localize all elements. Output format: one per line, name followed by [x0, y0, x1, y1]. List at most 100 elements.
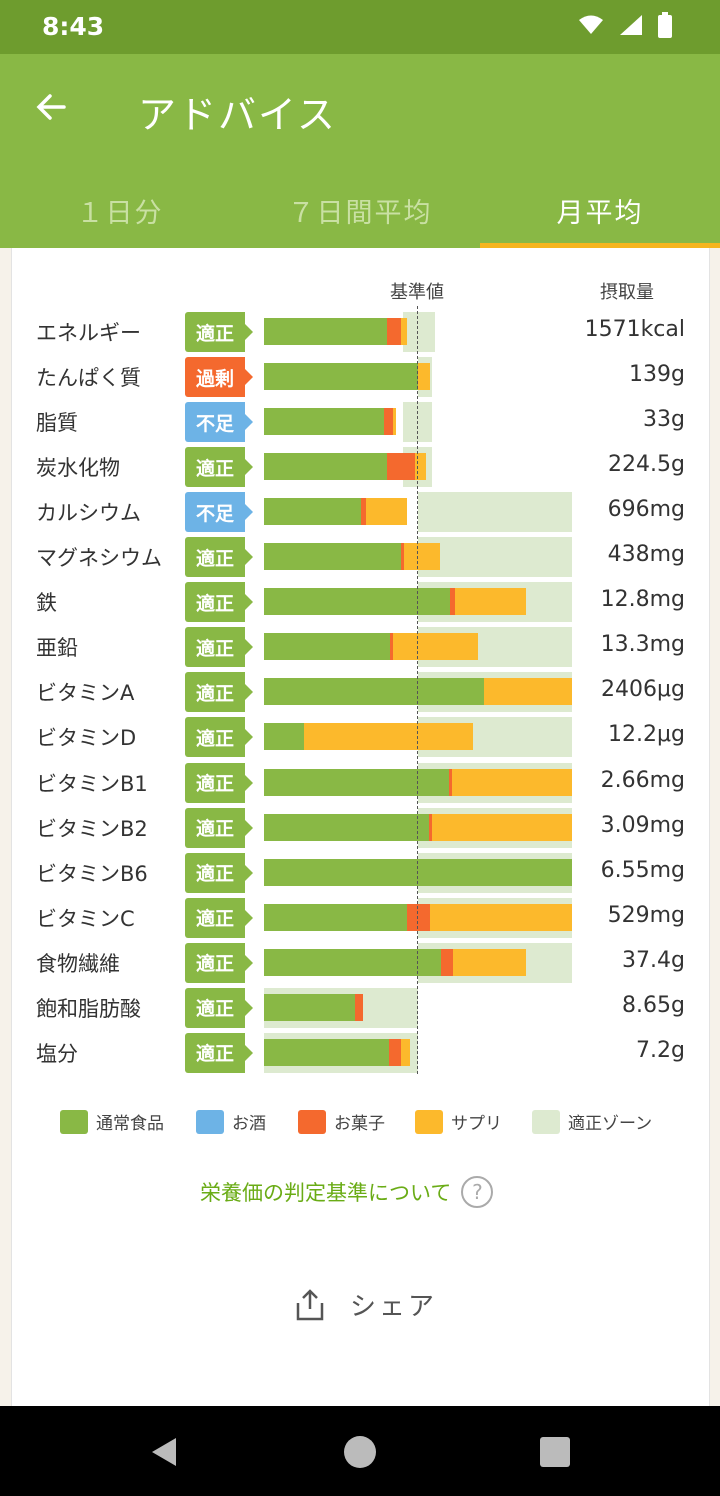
bar-segment-sweets	[354, 993, 363, 1021]
bar-segment-food	[264, 948, 442, 976]
bar-segment-food	[264, 498, 362, 526]
status-badge: 適正	[185, 627, 253, 668]
legend-label: お酒	[232, 1114, 266, 1134]
legend-label: 適正ゾーン	[568, 1114, 653, 1134]
period-tabs: １日分 ７日間平均 月平均	[0, 172, 720, 248]
nutrient-row: エネルギー 適正 1571kcal	[0, 310, 720, 354]
bar-segment-food	[264, 633, 391, 661]
legend-item: サプリ	[415, 1109, 502, 1134]
intake-value: 7.2g	[636, 1037, 685, 1063]
back-arrow-icon[interactable]	[30, 82, 80, 132]
optimal-zone	[402, 312, 435, 352]
legend-item: 通常食品	[60, 1109, 164, 1134]
nutrient-name: 塩分	[36, 1041, 78, 1066]
bar-segment-food	[264, 903, 408, 931]
nutrient-row: たんぱく質 過剰 139g	[0, 355, 720, 399]
tab-weekly[interactable]: ７日間平均	[287, 197, 433, 229]
intake-value: 37.4g	[622, 947, 685, 973]
intake-value: 2406μg	[601, 677, 685, 703]
bar-segment-supplement	[393, 408, 397, 436]
nutrient-row: ビタミンB6 適正 6.55mg	[0, 851, 720, 895]
nutrient-row: ビタミンB1 適正 2.66mg	[0, 761, 720, 805]
chart-legend: 通常食品 お酒 お菓子 サプリ 適正ゾーン	[0, 1109, 720, 1139]
intake-value: 696mg	[607, 497, 685, 523]
status-badge: 適正	[185, 942, 253, 983]
nutrient-name: マグネシウム	[36, 546, 162, 571]
bar-segment-food	[264, 453, 388, 481]
bar-segment-food	[264, 543, 402, 571]
bar-segment-food	[264, 408, 385, 436]
wifi-icon	[579, 15, 603, 34]
status-badge: 適正	[185, 717, 253, 758]
nutrient-name: ビタミンA	[36, 681, 135, 706]
bar-segment-sweets	[387, 318, 402, 345]
navigation-bar	[0, 1406, 720, 1496]
nutrient-name: ビタミンB6	[36, 861, 148, 886]
bar-segment-supplement	[401, 1038, 411, 1066]
intake-value: 3.09mg	[600, 812, 685, 838]
reference-line	[417, 306, 418, 1074]
intake-value: 12.2μg	[608, 722, 685, 748]
optimal-zone	[418, 537, 572, 578]
nutrient-row: ビタミンD 適正 12.2μg	[0, 715, 720, 759]
status-badge: 適正	[185, 672, 253, 713]
status-badge: 適正	[185, 762, 253, 803]
help-icon[interactable]: ?	[461, 1176, 494, 1208]
bar-segment-food	[264, 813, 429, 841]
bar-segment-supplement	[404, 543, 440, 571]
nutrient-row: ビタミンA 適正 2406μg	[0, 670, 720, 714]
intake-value: 33g	[643, 407, 685, 433]
bar-segment-food	[264, 993, 355, 1021]
intake-value: 13.3mg	[600, 632, 685, 658]
legend-swatch	[298, 1109, 326, 1134]
status-badge: 適正	[185, 582, 253, 623]
bar-segment-supplement	[454, 588, 526, 616]
bar-segment-sweets	[428, 813, 432, 841]
legend-swatch	[196, 1109, 224, 1134]
criteria-link-text[interactable]: 栄養価の判定基準について	[200, 1181, 452, 1205]
intake-value: 2.66mg	[600, 767, 685, 793]
nutrient-row: 飽和脂肪酸 適正 8.65g	[0, 986, 720, 1030]
nutrient-row: マグネシウム 適正 438mg	[0, 535, 720, 579]
back-nav-icon[interactable]	[148, 1436, 180, 1468]
bar-segment-sweets	[361, 498, 366, 526]
criteria-link[interactable]: 栄養価の判定基準について ?	[200, 1176, 494, 1208]
intake-value: 1571kcal	[584, 317, 685, 342]
status-badge: 適正	[185, 807, 253, 848]
tab-monthly[interactable]: 月平均	[480, 172, 720, 248]
bar-segment-supplement	[453, 948, 526, 976]
bar-segment-sweets	[450, 588, 455, 616]
nutrient-row: 炭水化物 適正 224.5g	[0, 445, 720, 489]
nutrient-row: カルシウム 不足 696mg	[0, 490, 720, 534]
legend-swatch	[60, 1109, 88, 1134]
recents-nav-icon[interactable]	[540, 1437, 570, 1467]
status-badge: 適正	[185, 537, 253, 578]
intake-value: 8.65g	[622, 992, 685, 1018]
nutrient-row: 食物繊維 適正 37.4g	[0, 941, 720, 985]
background-edge	[709, 248, 720, 1406]
status-time: 8:43	[42, 12, 105, 41]
reference-header: 基準値	[390, 282, 444, 303]
bar-segment-food	[264, 678, 485, 706]
bar-segment-supplement	[484, 678, 572, 706]
intake-value: 139g	[629, 362, 685, 388]
bar-segment-sweets	[388, 1038, 402, 1066]
legend-label: お菓子	[334, 1114, 385, 1134]
bar-segment-food	[264, 723, 305, 751]
nutrient-name: 鉄	[36, 591, 57, 616]
optimal-zone	[418, 492, 572, 533]
bar-segment-supplement	[414, 453, 426, 481]
share-label: シェア	[350, 1292, 438, 1322]
nutrient-name: 脂質	[36, 411, 78, 436]
nutrient-name: カルシウム	[36, 501, 141, 526]
bar-segment-supplement	[418, 363, 431, 391]
bar-segment-sweets	[407, 903, 431, 931]
bar-segment-food	[264, 1038, 389, 1066]
bar-segment-supplement	[401, 318, 408, 345]
tab-daily[interactable]: １日分	[76, 197, 164, 229]
home-nav-icon[interactable]	[343, 1435, 377, 1469]
bar-segment-sweets	[387, 453, 415, 481]
share-button[interactable]: シェア	[292, 1286, 437, 1323]
intake-value: 12.8mg	[600, 587, 685, 613]
intake-value: 438mg	[607, 542, 685, 568]
